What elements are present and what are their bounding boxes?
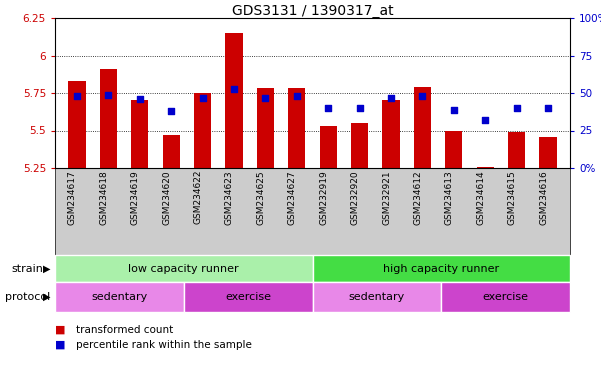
Text: exercise: exercise [483,292,529,302]
Point [72,93,82,99]
Text: GSM234613: GSM234613 [445,170,454,225]
Bar [539,136,557,168]
Bar [194,93,211,168]
Text: GSM234616: GSM234616 [539,170,548,225]
Text: ▶: ▶ [43,263,50,273]
Text: low capacity runner: low capacity runner [129,263,239,273]
Text: GSM232919: GSM232919 [319,170,328,225]
Bar [445,131,462,168]
Text: GSM234615: GSM234615 [508,170,517,225]
Bar [288,88,305,168]
Bar [508,132,525,168]
Text: strain: strain [11,263,43,273]
Text: GSM234620: GSM234620 [162,170,171,225]
Bar [320,126,337,168]
Text: ▶: ▶ [43,292,50,302]
Point [449,106,459,113]
Text: GSM234619: GSM234619 [131,170,140,225]
Text: protocol: protocol [5,292,50,302]
Bar [382,101,400,168]
Text: GSM234627: GSM234627 [288,170,297,225]
Point [292,93,302,99]
Bar [131,101,148,168]
Bar [351,123,368,168]
Text: GDS3131 / 1390317_at: GDS3131 / 1390317_at [232,4,393,18]
Point [135,96,145,102]
Point [355,105,364,111]
Text: ■: ■ [55,325,66,335]
Text: high capacity runner: high capacity runner [383,263,499,273]
Text: GSM234617: GSM234617 [68,170,77,225]
Text: GSM234618: GSM234618 [99,170,108,225]
Text: GSM232920: GSM232920 [350,170,359,225]
Point [103,91,113,98]
Bar [162,135,180,168]
Bar [413,87,431,168]
Text: sedentary: sedentary [91,292,147,302]
Point [543,105,553,111]
Text: GSM234623: GSM234623 [225,170,234,225]
Point [323,105,333,111]
Text: GSM234614: GSM234614 [476,170,485,225]
Point [386,94,396,101]
Point [229,85,239,91]
Point [480,117,490,123]
Text: GSM234612: GSM234612 [413,170,423,225]
Text: sedentary: sedentary [349,292,405,302]
Bar [100,69,117,168]
Text: percentile rank within the sample: percentile rank within the sample [76,340,252,350]
Text: GSM232921: GSM232921 [382,170,391,225]
Text: GSM234625: GSM234625 [257,170,266,225]
Text: transformed count: transformed count [76,325,173,335]
Bar [257,88,274,168]
Bar [225,33,243,168]
Point [166,108,176,114]
Text: GSM234622: GSM234622 [194,170,203,224]
Point [198,94,207,101]
Text: ■: ■ [55,340,66,350]
Point [261,94,270,101]
Bar [69,81,85,168]
Point [418,93,427,99]
Text: exercise: exercise [225,292,271,302]
Point [512,105,522,111]
Bar [477,167,494,168]
